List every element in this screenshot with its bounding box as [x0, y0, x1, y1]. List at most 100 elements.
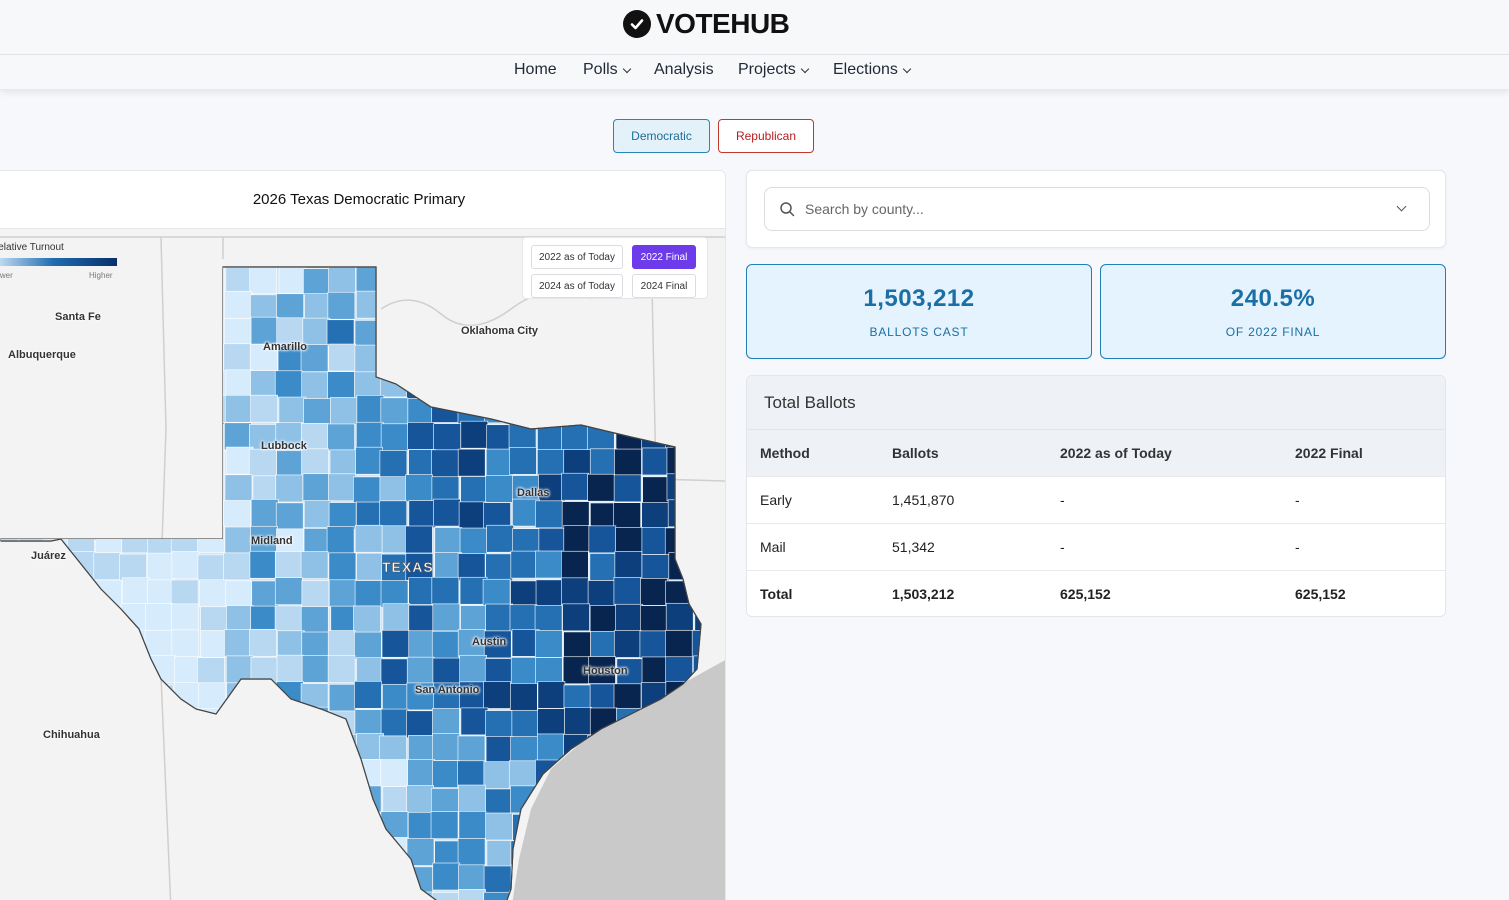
- county-shape[interactable]: [561, 550, 589, 579]
- county-shape[interactable]: [328, 891, 356, 900]
- county-shape[interactable]: [356, 839, 384, 868]
- county-shape[interactable]: [173, 501, 202, 530]
- county-shape[interactable]: [0, 578, 20, 607]
- toggle-2022-final[interactable]: 2022 Final: [632, 245, 696, 269]
- county-shape[interactable]: [665, 421, 693, 449]
- county-shape[interactable]: [197, 682, 226, 711]
- county-shape[interactable]: [406, 682, 435, 711]
- county-shape[interactable]: [483, 891, 512, 900]
- county-shape[interactable]: [66, 656, 95, 684]
- county-shape[interactable]: [122, 502, 150, 530]
- county-shape[interactable]: [66, 891, 95, 900]
- county-shape[interactable]: [589, 605, 618, 633]
- county-shape[interactable]: [404, 346, 433, 375]
- county-shape[interactable]: [17, 762, 46, 791]
- county-shape[interactable]: [275, 422, 304, 451]
- county-shape[interactable]: [278, 840, 307, 869]
- county-shape[interactable]: [512, 398, 540, 426]
- county-shape[interactable]: [458, 864, 486, 893]
- texas-county-map[interactable]: [0, 229, 726, 900]
- county-shape[interactable]: [408, 735, 436, 763]
- county-shape[interactable]: [0, 398, 18, 427]
- county-shape[interactable]: [561, 501, 590, 529]
- county-shape[interactable]: [639, 630, 668, 659]
- county-shape[interactable]: [119, 785, 148, 814]
- county-shape[interactable]: [302, 812, 331, 841]
- county-shape[interactable]: [692, 551, 720, 579]
- county-shape[interactable]: [329, 449, 358, 478]
- county-shape[interactable]: [301, 371, 329, 400]
- county-shape[interactable]: [639, 605, 668, 633]
- county-shape[interactable]: [16, 865, 45, 894]
- county-shape[interactable]: [328, 502, 357, 530]
- county-shape[interactable]: [171, 422, 200, 451]
- county-shape[interactable]: [66, 369, 95, 397]
- county-shape[interactable]: [459, 681, 488, 710]
- county-shape[interactable]: [381, 553, 409, 582]
- county-shape[interactable]: [590, 343, 619, 372]
- county-shape[interactable]: [70, 632, 98, 661]
- county-shape[interactable]: [380, 397, 409, 426]
- county-shape[interactable]: [329, 811, 358, 839]
- county-shape[interactable]: [587, 580, 616, 608]
- nav-home[interactable]: Home: [514, 61, 557, 79]
- county-shape[interactable]: [172, 840, 201, 868]
- county-shape[interactable]: [406, 785, 434, 813]
- county-shape[interactable]: [511, 343, 540, 371]
- county-shape[interactable]: [408, 317, 437, 345]
- county-shape[interactable]: [589, 448, 618, 477]
- county-shape[interactable]: [200, 606, 228, 635]
- county-shape[interactable]: [641, 527, 670, 555]
- county-shape[interactable]: [196, 346, 225, 374]
- county-shape[interactable]: [0, 316, 19, 345]
- county-shape[interactable]: [483, 865, 512, 894]
- county-shape[interactable]: [171, 268, 200, 296]
- county-shape[interactable]: [250, 370, 278, 398]
- county-shape[interactable]: [249, 267, 277, 294]
- county-shape[interactable]: [197, 554, 226, 583]
- county-shape[interactable]: [302, 473, 331, 502]
- county-shape[interactable]: [432, 657, 461, 686]
- county-shape[interactable]: [432, 603, 461, 632]
- county-shape[interactable]: [484, 371, 512, 399]
- toggle-2024-final[interactable]: 2024 Final: [632, 274, 696, 298]
- county-shape[interactable]: [118, 370, 147, 398]
- county-shape[interactable]: [199, 864, 228, 893]
- county-shape[interactable]: [200, 630, 228, 658]
- county-shape[interactable]: [587, 319, 615, 347]
- county-shape[interactable]: [303, 398, 331, 426]
- county-shape[interactable]: [563, 631, 591, 660]
- county-shape[interactable]: [379, 266, 408, 294]
- county-shape[interactable]: [303, 758, 331, 787]
- county-shape[interactable]: [538, 369, 566, 398]
- county-shape[interactable]: [406, 656, 435, 685]
- county-shape[interactable]: [277, 734, 305, 763]
- county-shape[interactable]: [329, 863, 358, 891]
- county-shape[interactable]: [667, 397, 696, 425]
- county-shape[interactable]: [354, 371, 382, 400]
- county-shape[interactable]: [535, 579, 564, 608]
- county-shape[interactable]: [353, 605, 381, 634]
- county-shape[interactable]: [93, 448, 121, 476]
- county-shape[interactable]: [146, 839, 175, 868]
- county-shape[interactable]: [327, 630, 356, 658]
- county-shape[interactable]: [223, 318, 252, 346]
- county-shape[interactable]: [171, 603, 199, 632]
- county-shape[interactable]: [274, 370, 303, 399]
- county-shape[interactable]: [694, 606, 722, 635]
- county-shape[interactable]: [41, 656, 70, 685]
- county-shape[interactable]: [354, 524, 383, 553]
- county-shape[interactable]: [41, 683, 70, 712]
- county-shape[interactable]: [431, 395, 460, 423]
- county-shape[interactable]: [353, 476, 381, 505]
- county-shape[interactable]: [67, 421, 95, 449]
- county-shape[interactable]: [223, 892, 252, 900]
- county-shape[interactable]: [641, 554, 670, 582]
- county-shape[interactable]: [485, 475, 513, 503]
- county-shape[interactable]: [251, 709, 280, 738]
- county-shape[interactable]: [145, 603, 173, 631]
- county-shape[interactable]: [42, 759, 70, 787]
- county-shape[interactable]: [275, 474, 304, 503]
- county-shape[interactable]: [147, 370, 176, 398]
- county-shape[interactable]: [173, 813, 201, 842]
